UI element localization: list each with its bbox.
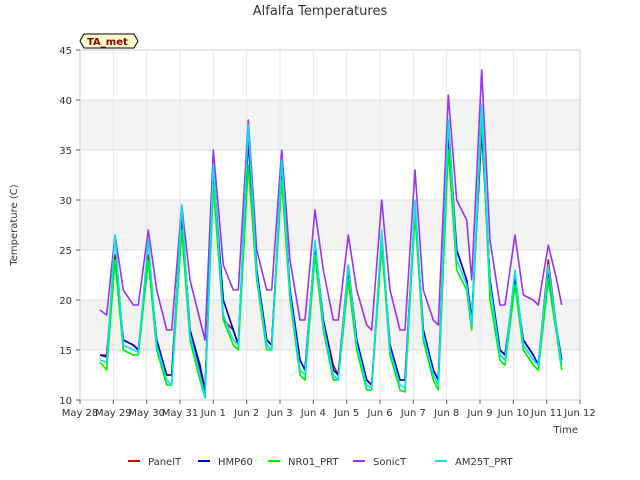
y-axis-ticks: 10 15 20 25 30 35 40 45 bbox=[59, 46, 80, 407]
x-tick-label: Jun 6 bbox=[366, 408, 392, 419]
x-tick-label: Jun 10 bbox=[497, 408, 530, 419]
x-tick-label: Jun 8 bbox=[433, 408, 459, 419]
badge-label: TA_met bbox=[87, 37, 128, 48]
x-tick-label: Jun 4 bbox=[300, 408, 326, 419]
y-tick-label: 20 bbox=[59, 296, 72, 307]
x-tick-label: May 29 bbox=[95, 408, 132, 419]
x-tick-label: Jun 12 bbox=[563, 408, 596, 419]
x-tick-label: May 30 bbox=[128, 408, 165, 419]
x-tick-label: Jun 7 bbox=[400, 408, 426, 419]
plot-frame bbox=[79, 49, 581, 401]
y-tick-label: 30 bbox=[59, 196, 72, 207]
series-line-sonict bbox=[99, 69, 563, 341]
y-tick-label: 10 bbox=[59, 396, 72, 407]
x-tick-label: Jun 1 bbox=[200, 408, 226, 419]
y-tick-label: 25 bbox=[59, 246, 72, 257]
background-band bbox=[80, 200, 580, 250]
y-tick-label: 45 bbox=[59, 46, 72, 57]
background-band bbox=[80, 100, 580, 150]
x-tick-label: Jun 5 bbox=[333, 408, 359, 419]
ta-met-badge: TA_met bbox=[79, 33, 139, 49]
legend-label: HMP60 bbox=[218, 457, 253, 468]
x-tick-label: Jun 3 bbox=[266, 408, 292, 419]
series-lines bbox=[99, 69, 563, 399]
y-tick-label: 40 bbox=[59, 96, 72, 107]
legend-label: SonicT bbox=[373, 457, 407, 468]
background-bands bbox=[80, 100, 580, 350]
chart-title: Alfalfa Temperatures bbox=[253, 4, 388, 19]
series-line-am25t-prt bbox=[99, 104, 563, 399]
x-tick-label: Jun 9 bbox=[466, 408, 492, 419]
legend-label: AM25T_PRT bbox=[455, 457, 514, 468]
legend-label: NR01_PRT bbox=[288, 457, 339, 468]
x-tick-label: Jun 11 bbox=[530, 408, 563, 419]
y-tick-label: 35 bbox=[59, 146, 72, 157]
legend-label: PanelT bbox=[148, 457, 182, 468]
legend: PanelT HMP60 NR01_PRT SonicT AM25T_PRT bbox=[128, 457, 514, 468]
x-tick-label: May 28 bbox=[62, 408, 99, 419]
y-tick-label: 15 bbox=[59, 346, 72, 357]
y-axis-label: Temperature (C) bbox=[9, 184, 20, 266]
x-tick-label: Jun 2 bbox=[233, 408, 259, 419]
x-tick-label: May 31 bbox=[162, 408, 199, 419]
x-axis-label: Time bbox=[553, 425, 578, 436]
